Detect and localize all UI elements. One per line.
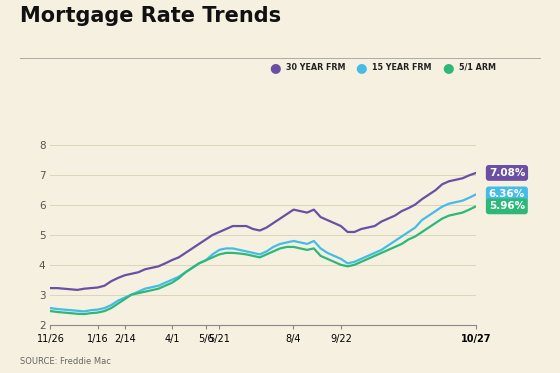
Text: 30 YEAR FRM: 30 YEAR FRM (286, 63, 345, 72)
Text: 5.96%: 5.96% (489, 201, 525, 211)
Text: ●: ● (356, 61, 367, 73)
Text: ●: ● (269, 61, 281, 73)
Text: Mortgage Rate Trends: Mortgage Rate Trends (20, 6, 281, 26)
Text: ●: ● (442, 61, 454, 73)
Text: 15 YEAR FRM: 15 YEAR FRM (372, 63, 432, 72)
Text: 7.08%: 7.08% (489, 168, 525, 178)
Text: 6.36%: 6.36% (489, 189, 525, 200)
Text: SOURCE: Freddie Mac: SOURCE: Freddie Mac (20, 357, 110, 366)
Text: 5/1 ARM: 5/1 ARM (459, 63, 496, 72)
